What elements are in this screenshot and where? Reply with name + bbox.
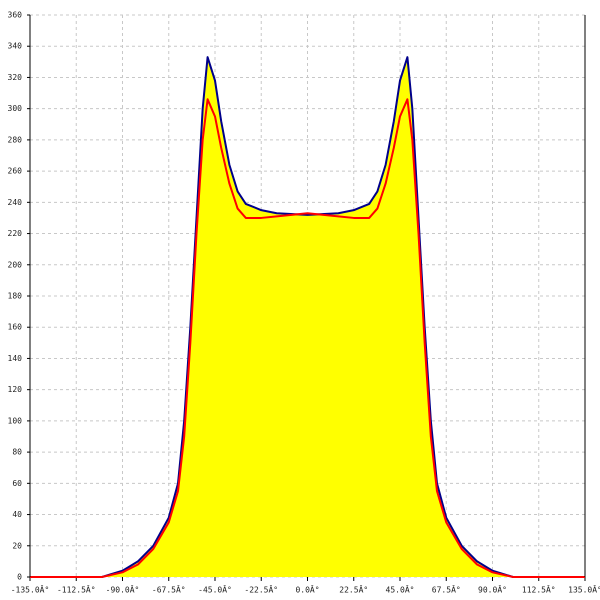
area-fill <box>30 57 585 577</box>
x-tick-label: 67.5Â° <box>432 584 461 595</box>
y-tick-label: 200 <box>8 260 23 269</box>
x-tick-label: -22.5Â° <box>244 584 278 595</box>
y-tick-label: 140 <box>8 354 23 363</box>
y-tick-label: 300 <box>8 104 23 113</box>
x-tick-label: -112.5Â° <box>57 584 96 595</box>
x-tick-label: -90.0Â° <box>106 584 140 595</box>
y-tick-label: 100 <box>8 416 23 425</box>
series-line <box>30 56 585 578</box>
x-tick-label: -67.5Â° <box>152 584 186 595</box>
x-tick-label: 45.0Â° <box>386 584 415 595</box>
y-tick-label: 120 <box>8 385 23 394</box>
y-tick-label: 220 <box>8 229 23 238</box>
y-tick-label: 360 <box>8 11 23 20</box>
y-tick-label: 180 <box>8 292 23 301</box>
x-tick-label: -135.0Â° <box>11 584 50 595</box>
y-tick-label: 20 <box>12 541 22 550</box>
y-tick-label: 40 <box>12 510 22 519</box>
y-tick-label: 340 <box>8 42 23 51</box>
y-tick-label: 80 <box>12 448 22 457</box>
y-tick-label: 280 <box>8 135 23 144</box>
y-tick-label: 60 <box>12 479 22 488</box>
x-tick-label: 112.5Â° <box>522 584 556 595</box>
y-tick-label: 260 <box>8 167 23 176</box>
x-tick-label: 90.0Â° <box>478 584 507 595</box>
series-line <box>30 98 585 578</box>
x-tick-label: 135.0Â° <box>568 584 600 595</box>
x-tick-label: -45.0Â° <box>198 584 232 595</box>
x-tick-label: 22.5Â° <box>339 584 368 595</box>
y-tick-label: 320 <box>8 73 23 82</box>
y-tick-label: 240 <box>8 198 23 207</box>
y-tick-label: 160 <box>8 323 23 332</box>
x-tick-label: 0.0Â° <box>295 584 319 595</box>
y-tick-label: 0 <box>17 573 22 582</box>
